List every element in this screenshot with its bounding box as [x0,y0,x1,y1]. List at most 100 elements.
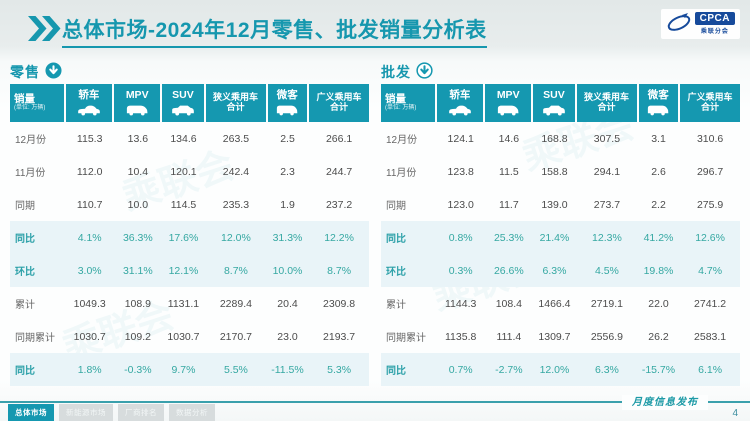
row-label: 12月份 [15,135,47,146]
row-label: 同比 [386,234,406,245]
table-row: 同比 4.1% 36.3% 17.6% 12.0% 31.3% 12.2% [10,221,369,254]
row-label: 同比 [15,234,35,245]
footer-tab[interactable]: 新能源市场 [59,404,113,421]
data-cell: 10.0% [272,264,303,277]
data-cell: 25.3% [493,231,524,244]
data-cell: -11.5% [271,363,304,376]
wholesale-table-header: 销量 (单位: 万辆) 轿车 MPV SUV 狭义乘用车 合计 微客 广义乘用车 合计 [381,84,741,122]
cpca-logo-text: CPCA [694,12,735,25]
data-cell: 4.1% [77,231,102,244]
data-cell: 21.4% [539,231,570,244]
data-cell: 4.7% [698,264,723,277]
data-cell: 111.4 [496,330,522,343]
data-cell: -2.7% [495,363,523,376]
data-cell: 108.9 [124,297,151,310]
data-cell: 235.3 [222,198,250,211]
table-row: 同比 0.8% 25.3% 21.4% 12.3% 41.2% 12.6% [381,221,740,254]
data-cell: 9.7% [171,363,196,376]
data-cell: 12.6% [695,231,725,244]
column-header-sales: 销量 (单位: 万辆) [10,84,64,122]
column-header-suv: SUV [162,84,204,122]
page-number: 4 [732,408,738,419]
download-circle-icon [45,62,62,82]
data-cell: -15.7% [641,363,676,376]
data-cell: 2583.1 [694,330,727,343]
tables-area: 零售 销量 (单位: 万辆) 轿车 MPV SUV 狭义乘用车 合计 微客 广义乘用车 合计 12… [0,60,750,386]
data-cell: 1131.1 [167,297,200,310]
row-label: 12月份 [386,135,418,146]
row-label: 同比 [386,366,406,377]
column-header-mpv: MPV [485,84,532,122]
data-cell: 1309.7 [538,330,571,343]
data-cell: 31.3% [272,231,303,244]
data-cell: 17.6% [168,231,199,244]
data-cell: -0.3% [124,363,152,376]
column-header-sales: 销量 (单位: 万辆) [381,84,435,122]
data-cell: 0.3% [448,264,473,277]
download-circle-icon [416,62,433,82]
footer-tab[interactable]: 厂商排名 [118,404,164,421]
page-title: 总体市场-2024年12月零售、批发销量分析表 [62,14,487,48]
data-cell: 2719.1 [590,297,623,310]
footer-caption: 月度信息发布 [622,395,708,410]
data-cell: 1.8% [77,363,102,376]
double-chevron-icon [28,16,61,41]
data-cell: 110.7 [76,198,103,211]
data-cell: 10.0 [127,198,149,211]
data-cell: 2193.7 [323,330,356,343]
footer-tab[interactable]: 数据分析 [169,404,215,421]
data-cell: 36.3% [122,231,153,244]
data-cell: 10.4 [127,165,149,178]
data-cell: 0.7% [448,363,473,376]
column-header-mpv: MPV [114,84,161,122]
data-cell: 20.4 [277,297,298,310]
slide-header: 总体市场-2024年12月零售、批发销量分析表 CPCA 乘联分会 [0,0,750,56]
table-row: 累计 1144.3 108.4 1466.4 2719.1 22.0 2741.2 [381,287,740,320]
data-cell: 1.9 [280,198,295,211]
data-cell: 273.7 [593,198,621,211]
data-cell: 23.0 [277,330,298,343]
data-cell: 2741.2 [694,297,727,310]
data-cell: 2170.7 [219,330,252,343]
retail-table-body: 12月份 115.3 13.6 134.6 263.5 2.5 266.1 11月份 112.0… [10,122,369,386]
row-label: 同期累计 [15,333,55,344]
retail-table-panel: 零售 销量 (单位: 万辆) 轿车 MPV SUV 狭义乘用车 合计 微客 广义乘用车 合计 12… [10,60,370,386]
data-cell: 2.6 [651,165,666,178]
data-cell: 2.5 [280,132,295,145]
table-row: 11月份 123.8 11.5 158.8 294.1 2.6 296.7 [381,155,740,188]
data-cell: 112.0 [76,165,103,178]
data-cell: 41.2% [643,231,674,244]
data-cell: 12.1% [168,264,199,277]
data-cell: 4.5% [594,264,619,277]
data-cell: 158.8 [541,165,568,178]
row-label: 同期 [386,201,406,212]
table-row: 环比 3.0% 31.1% 12.1% 8.7% 10.0% 8.7% [10,254,369,287]
data-cell: 108.4 [495,297,522,310]
data-cell: 1049.3 [73,297,106,310]
data-cell: 31.1% [122,264,153,277]
column-header-sedan: 轿车 [65,84,113,122]
wholesale-table-title: 批发 [381,60,740,84]
retail-table-header: 销量 (单位: 万辆) 轿车 MPV SUV 狭义乘用车 合计 微客 广义乘用车 合计 [10,84,370,122]
data-cell: 2.2 [651,198,666,211]
data-cell: 8.7% [223,264,248,277]
data-cell: 12.0% [221,231,251,244]
retail-table-title: 零售 [10,60,369,84]
data-cell: 1135.8 [445,330,477,343]
table-row: 同比 1.8% -0.3% 9.7% 5.5% -11.5% 5.3% [10,353,369,386]
data-cell: 3.1 [651,132,666,145]
data-cell: 114.5 [170,198,197,211]
data-cell: 2309.8 [323,297,356,310]
footer-tab[interactable]: 总体市场 [8,404,54,421]
data-cell: 123.0 [447,198,474,211]
data-cell: 13.6 [127,132,149,145]
data-cell: 168.8 [541,132,568,145]
data-cell: 12.0% [539,363,570,376]
data-cell: 294.1 [593,165,621,178]
data-cell: 1466.4 [538,297,571,310]
data-cell: 134.6 [170,132,197,145]
data-cell: 1030.7 [167,330,200,343]
row-label: 11月份 [386,168,417,179]
wholesale-table-body: 12月份 124.1 14.6 168.8 307.5 3.1 310.6 11月份 123.8… [381,122,740,386]
data-cell: 242.4 [222,165,250,178]
